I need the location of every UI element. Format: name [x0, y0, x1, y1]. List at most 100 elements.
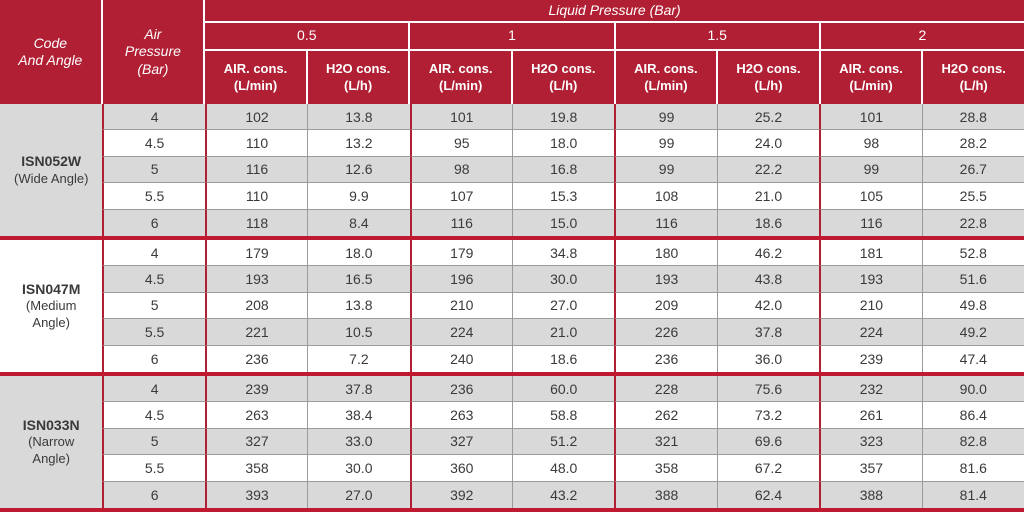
value-cell: 26.7	[921, 156, 1024, 184]
value-cell: 105	[819, 183, 922, 210]
value-cell: 73.2	[716, 402, 820, 429]
value-cell: 9.9	[307, 183, 410, 210]
value-cell: 18.6	[716, 209, 820, 236]
air-pressure-cell: 6	[102, 481, 205, 508]
value-cell: 28.8	[921, 104, 1024, 131]
value-cell: 224	[819, 319, 922, 346]
group-separator	[0, 372, 1024, 376]
value-cell: 82.8	[921, 428, 1024, 456]
group-label: ISN033N (Narrow Angle)	[0, 376, 103, 508]
air-pressure-cell: 4	[102, 104, 205, 131]
value-cell: 48.0	[512, 455, 615, 482]
value-cell: 210	[409, 292, 512, 320]
value-cell: 25.5	[921, 183, 1024, 210]
value-cell: 209	[614, 292, 717, 320]
air-pressure-cell: 5.5	[102, 319, 205, 346]
header-h2o-cons: H2O cons. (L/h)	[307, 51, 409, 104]
value-cell: 107	[409, 183, 512, 210]
air-pressure-cell: 5	[102, 156, 205, 184]
group-angle: (Narrow Angle)	[28, 434, 75, 467]
header-liquid-pressure: Liquid Pressure (Bar)	[205, 0, 1024, 21]
header-code-and-angle: Code And Angle	[0, 0, 101, 104]
value-cell: 18.6	[512, 345, 615, 372]
header-pressure-1: 1	[410, 23, 614, 49]
value-cell: 181	[819, 240, 922, 267]
header-air-cons: AIR. cons. (L/min)	[410, 51, 511, 104]
value-cell: 118	[204, 209, 308, 236]
value-cell: 10.5	[307, 319, 410, 346]
value-cell: 208	[204, 292, 308, 320]
value-cell: 27.0	[307, 481, 410, 508]
value-cell: 393	[204, 481, 308, 508]
value-cell: 261	[819, 402, 922, 429]
air-pressure-cell: 4.5	[102, 402, 205, 429]
table-header: Code And Angle Air Pressure (Bar) Liquid…	[0, 0, 1024, 104]
value-cell: 99	[819, 156, 922, 184]
value-cell: 16.8	[512, 156, 615, 184]
value-cell: 193	[614, 266, 717, 293]
value-cell: 196	[409, 266, 512, 293]
value-cell: 47.4	[921, 345, 1024, 372]
value-cell: 18.0	[512, 130, 615, 157]
value-cell: 30.0	[307, 455, 410, 482]
value-cell: 13.8	[307, 104, 410, 131]
value-cell: 240	[409, 345, 512, 372]
value-cell: 51.2	[512, 428, 615, 456]
value-cell: 8.4	[307, 209, 410, 236]
air-pressure-cell: 6	[102, 209, 205, 236]
value-cell: 263	[204, 402, 308, 429]
value-cell: 75.6	[716, 376, 820, 403]
group-angle: (Medium Angle)	[25, 298, 77, 331]
value-cell: 110	[204, 183, 308, 210]
value-cell: 81.4	[921, 481, 1024, 508]
value-cell: 98	[819, 130, 922, 157]
value-cell: 327	[409, 428, 512, 456]
header-h2o-cons: H2O cons. (L/h)	[718, 51, 819, 104]
value-cell: 16.5	[307, 266, 410, 293]
value-cell: 42.0	[716, 292, 820, 320]
value-cell: 321	[614, 428, 717, 456]
value-cell: 193	[819, 266, 922, 293]
value-cell: 116	[819, 209, 922, 236]
air-pressure-cell: 5.5	[102, 183, 205, 210]
header-h2o-cons: H2O cons. (L/h)	[923, 51, 1024, 104]
value-cell: 24.0	[716, 130, 820, 157]
header-pressure-0.5: 0.5	[205, 23, 409, 49]
value-cell: 179	[204, 240, 308, 267]
group-code: ISN033N	[22, 417, 80, 433]
value-cell: 37.8	[307, 376, 410, 403]
group-code: ISN047M	[22, 281, 81, 297]
value-cell: 116	[614, 209, 717, 236]
table-group-isn033n: ISN033N (Narrow Angle) 4 239 37.8 236 60.0 22…	[0, 376, 1024, 508]
group-label: ISN052W (Wide Angle)	[0, 104, 103, 236]
value-cell: 236	[614, 345, 717, 372]
value-cell: 98	[409, 156, 512, 184]
value-cell: 388	[819, 481, 922, 508]
value-cell: 28.2	[921, 130, 1024, 157]
value-cell: 7.2	[307, 345, 410, 372]
value-cell: 95	[409, 130, 512, 157]
value-cell: 33.0	[307, 428, 410, 456]
value-cell: 99	[614, 104, 717, 131]
group-separator	[0, 236, 1024, 240]
air-pressure-cell: 4	[102, 240, 205, 267]
value-cell: 360	[409, 455, 512, 482]
value-cell: 323	[819, 428, 922, 456]
value-cell: 99	[614, 156, 717, 184]
value-cell: 358	[204, 455, 308, 482]
value-cell: 327	[204, 428, 308, 456]
value-cell: 221	[204, 319, 308, 346]
value-cell: 13.2	[307, 130, 410, 157]
group-angle: (Wide Angle)	[13, 170, 89, 186]
value-cell: 15.3	[512, 183, 615, 210]
value-cell: 226	[614, 319, 717, 346]
value-cell: 62.4	[716, 481, 820, 508]
value-cell: 52.8	[921, 240, 1024, 267]
value-cell: 51.6	[921, 266, 1024, 293]
value-cell: 69.6	[716, 428, 820, 456]
value-cell: 43.8	[716, 266, 820, 293]
value-cell: 179	[409, 240, 512, 267]
value-cell: 108	[614, 183, 717, 210]
value-cell: 19.8	[512, 104, 615, 131]
